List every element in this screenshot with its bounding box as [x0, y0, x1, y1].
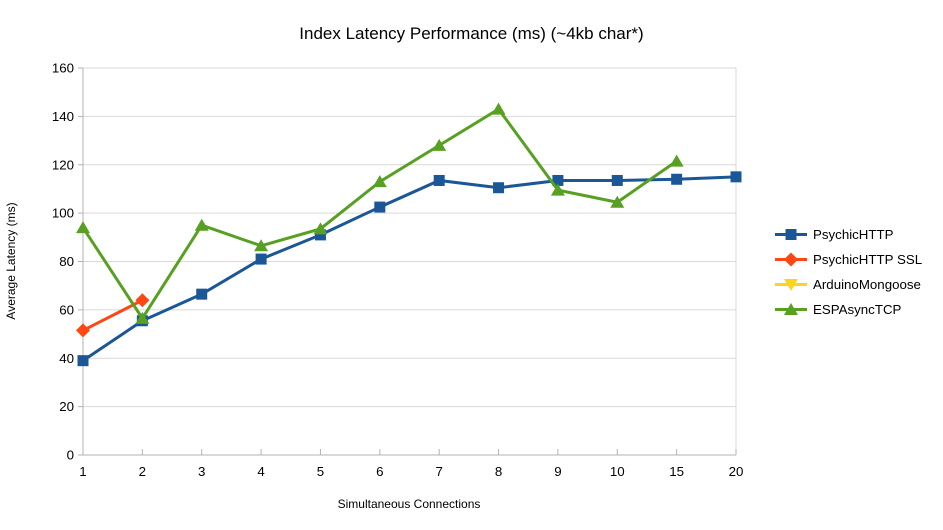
legend-marker: [775, 303, 807, 315]
legend-item: ArduinoMongoose: [775, 272, 922, 297]
series-line: [81, 107, 678, 322]
square-marker: [255, 253, 267, 265]
y-tick-label: 60: [59, 302, 74, 317]
x-tick-label: 10: [610, 464, 625, 479]
y-tick-label: 160: [52, 61, 74, 76]
triangle-up-marker: [610, 195, 625, 208]
y-tick-label: 140: [52, 109, 74, 124]
y-tick-label: 20: [59, 399, 74, 414]
series-line: [82, 175, 737, 362]
x-tick-label: 8: [495, 464, 502, 479]
x-tick-label: 2: [139, 464, 146, 479]
square-marker: [671, 173, 683, 185]
x-tick-label: 15: [669, 464, 684, 479]
legend: PsychicHTTP PsychicHTTP SSL ArduinoMongoos…: [775, 222, 922, 322]
triangle-up-marker: [135, 311, 150, 324]
square-marker: [493, 182, 505, 194]
square-marker: [611, 174, 623, 186]
y-tick-label: 40: [59, 351, 74, 366]
diamond-marker: [76, 323, 90, 338]
legend-item: PsychicHTTP: [775, 222, 922, 247]
x-tick-label: 1: [79, 464, 86, 479]
legend-marker: [775, 229, 807, 240]
y-tick-label: 120: [52, 157, 74, 172]
legend-marker: [775, 252, 807, 267]
legend-label: ArduinoMongoose: [813, 277, 921, 292]
x-tick-label: 9: [554, 464, 561, 479]
square-marker: [433, 174, 445, 186]
triangle-down-marker: [784, 279, 798, 291]
triangle-up-marker: [76, 221, 90, 234]
legend-item: PsychicHTTP SSL: [775, 247, 922, 272]
triangle-up-marker: [254, 239, 269, 252]
legend-label: PsychicHTTP SSL: [813, 252, 923, 267]
square-marker: [374, 201, 386, 213]
triangle-up-marker: [372, 175, 387, 188]
legend-label: ESPAsyncTCP: [813, 302, 902, 317]
triangle-up-marker: [784, 303, 798, 315]
diamond-marker: [784, 252, 798, 267]
triangle-up-marker: [313, 222, 328, 235]
y-tick-label: 100: [52, 206, 74, 221]
diamond-marker: [135, 293, 150, 308]
square-marker: [314, 229, 326, 241]
legend-marker: [775, 279, 807, 291]
square-marker: [730, 171, 742, 183]
triangle-up-marker: [432, 138, 447, 151]
x-tick-label: 6: [376, 464, 383, 479]
y-tick-label: 80: [59, 254, 74, 269]
square-marker: [552, 174, 564, 186]
legend-item: ESPAsyncTCP: [775, 297, 922, 322]
triangle-up-marker: [491, 102, 506, 115]
x-tick-label: 4: [257, 464, 264, 479]
legend-label: PsychicHTTP: [813, 227, 894, 242]
x-tick-label: 3: [198, 464, 205, 479]
y-tick-label: 0: [67, 448, 74, 463]
square-marker: [785, 229, 797, 240]
triangle-up-marker: [550, 183, 565, 196]
x-tick-label: 20: [729, 464, 744, 479]
chart-title: Index Latency Performance (ms) (~4kb cha…: [299, 24, 644, 43]
x-axis-title: Simultaneous Connections: [337, 497, 481, 511]
x-tick-label: 5: [317, 464, 324, 479]
triangle-up-marker: [194, 218, 209, 231]
triangle-up-marker: [669, 154, 684, 167]
x-tick-label: 7: [435, 464, 442, 479]
square-marker: [77, 355, 89, 367]
square-marker: [196, 288, 208, 300]
